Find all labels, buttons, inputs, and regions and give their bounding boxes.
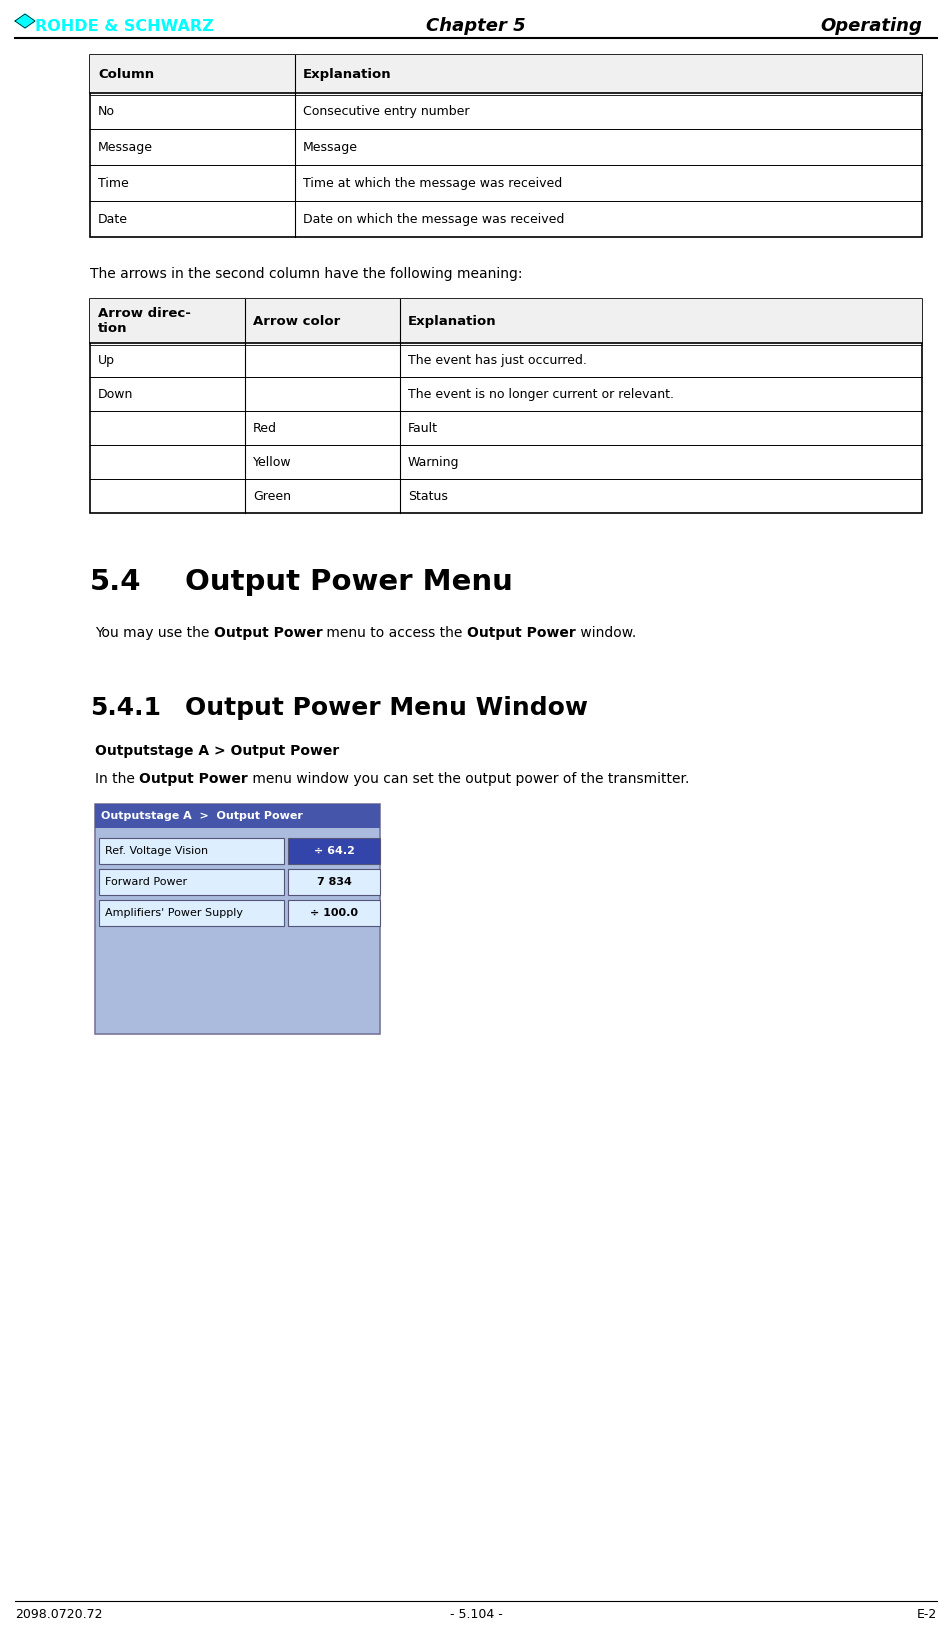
Text: Fault: Fault <box>408 422 438 435</box>
Text: The arrows in the second column have the following meaning:: The arrows in the second column have the… <box>90 267 523 280</box>
Text: Forward Power: Forward Power <box>105 876 188 888</box>
Bar <box>90 55 922 236</box>
Text: Explanation: Explanation <box>303 67 391 80</box>
Text: 5.4.1: 5.4.1 <box>90 696 161 720</box>
Text: In the: In the <box>95 772 139 787</box>
Text: 5.4: 5.4 <box>90 569 142 596</box>
Text: The event is no longer current or relevant.: The event is no longer current or releva… <box>408 388 674 401</box>
Text: Warning: Warning <box>408 456 460 469</box>
Text: Time: Time <box>98 176 129 189</box>
Text: 7 834: 7 834 <box>317 876 351 888</box>
Text: Output Power: Output Power <box>467 626 576 640</box>
Text: Arrow color: Arrow color <box>253 314 340 327</box>
Text: You may use the: You may use the <box>95 626 214 640</box>
Text: Output Power Menu Window: Output Power Menu Window <box>185 696 588 720</box>
Text: Arrow direc-
tion: Arrow direc- tion <box>98 306 190 336</box>
Text: ÷ 64.2: ÷ 64.2 <box>313 845 354 855</box>
Text: 2098.0720.72: 2098.0720.72 <box>15 1608 103 1621</box>
Text: No: No <box>98 104 115 117</box>
Text: menu to access the: menu to access the <box>323 626 467 640</box>
Bar <box>288 868 380 894</box>
Text: Up: Up <box>98 353 115 367</box>
Text: Operating: Operating <box>820 16 922 34</box>
Text: ROHDE & SCHWARZ: ROHDE & SCHWARZ <box>35 18 214 34</box>
Text: Outputstage A > Output Power: Outputstage A > Output Power <box>95 744 339 757</box>
Text: Column: Column <box>98 67 154 80</box>
Bar <box>90 300 922 513</box>
Text: The event has just occurred.: The event has just occurred. <box>408 353 586 367</box>
Text: Amplifiers' Power Supply: Amplifiers' Power Supply <box>105 907 243 919</box>
Text: Message: Message <box>98 140 153 153</box>
Text: Explanation: Explanation <box>408 314 497 327</box>
Text: E-2: E-2 <box>917 1608 937 1621</box>
Polygon shape <box>15 15 35 28</box>
Text: W: W <box>385 876 396 888</box>
Text: Status: Status <box>408 489 447 502</box>
Text: Time at which the message was received: Time at which the message was received <box>303 176 563 189</box>
Text: Output Power Menu: Output Power Menu <box>185 569 513 596</box>
Text: %: % <box>385 907 396 919</box>
Bar <box>95 805 380 1034</box>
Text: Output Power: Output Power <box>214 626 323 640</box>
Bar <box>90 300 922 344</box>
Text: Outputstage A  >  Output Power: Outputstage A > Output Power <box>101 811 303 821</box>
Text: %: % <box>385 845 396 855</box>
Text: Date: Date <box>98 212 128 225</box>
Text: Ref. Voltage Vision: Ref. Voltage Vision <box>105 845 208 855</box>
Text: Date on which the message was received: Date on which the message was received <box>303 212 565 225</box>
Bar <box>288 837 380 863</box>
Bar <box>99 837 284 863</box>
Bar <box>95 805 380 828</box>
Bar <box>99 899 284 925</box>
Text: menu window you can set the output power of the transmitter.: menu window you can set the output power… <box>248 772 689 787</box>
Text: Chapter 5: Chapter 5 <box>426 16 526 34</box>
Text: - 5.104 -: - 5.104 - <box>449 1608 503 1621</box>
Text: Red: Red <box>253 422 277 435</box>
Text: Down: Down <box>98 388 133 401</box>
Text: Green: Green <box>253 489 291 502</box>
Text: Message: Message <box>303 140 358 153</box>
Text: Yellow: Yellow <box>253 456 291 469</box>
Text: window.: window. <box>576 626 636 640</box>
Bar <box>99 868 284 894</box>
Bar <box>90 55 922 93</box>
Bar <box>288 899 380 925</box>
Text: ÷ 100.0: ÷ 100.0 <box>310 907 358 919</box>
Text: Output Power: Output Power <box>139 772 248 787</box>
Text: Consecutive entry number: Consecutive entry number <box>303 104 469 117</box>
